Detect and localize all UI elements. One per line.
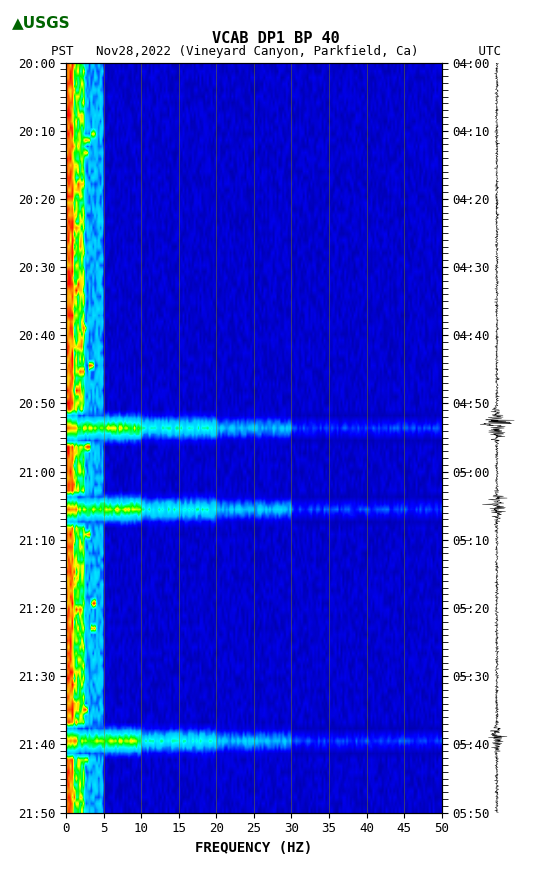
Text: ▲USGS: ▲USGS (12, 15, 71, 29)
X-axis label: FREQUENCY (HZ): FREQUENCY (HZ) (195, 841, 312, 855)
Text: VCAB DP1 BP 40: VCAB DP1 BP 40 (212, 31, 340, 46)
Text: PST   Nov28,2022 (Vineyard Canyon, Parkfield, Ca)        UTC: PST Nov28,2022 (Vineyard Canyon, Parkfie… (51, 45, 501, 58)
